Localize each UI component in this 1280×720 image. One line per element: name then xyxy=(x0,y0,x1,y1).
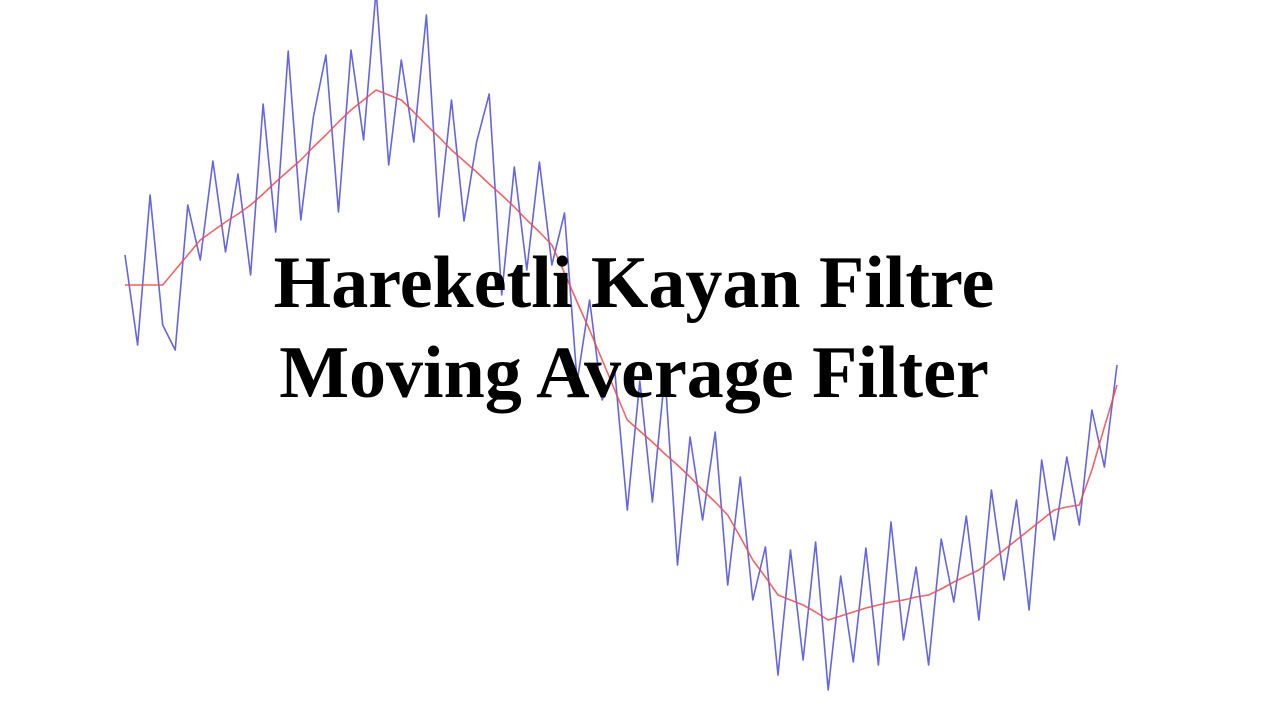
chart-title: Hareketli Kayan Filtre xyxy=(274,242,995,324)
chart-subtitle: Moving Average Filter xyxy=(279,332,989,414)
plot xyxy=(124,0,1118,691)
series-line xyxy=(124,0,1118,691)
series-line xyxy=(125,89,1118,621)
